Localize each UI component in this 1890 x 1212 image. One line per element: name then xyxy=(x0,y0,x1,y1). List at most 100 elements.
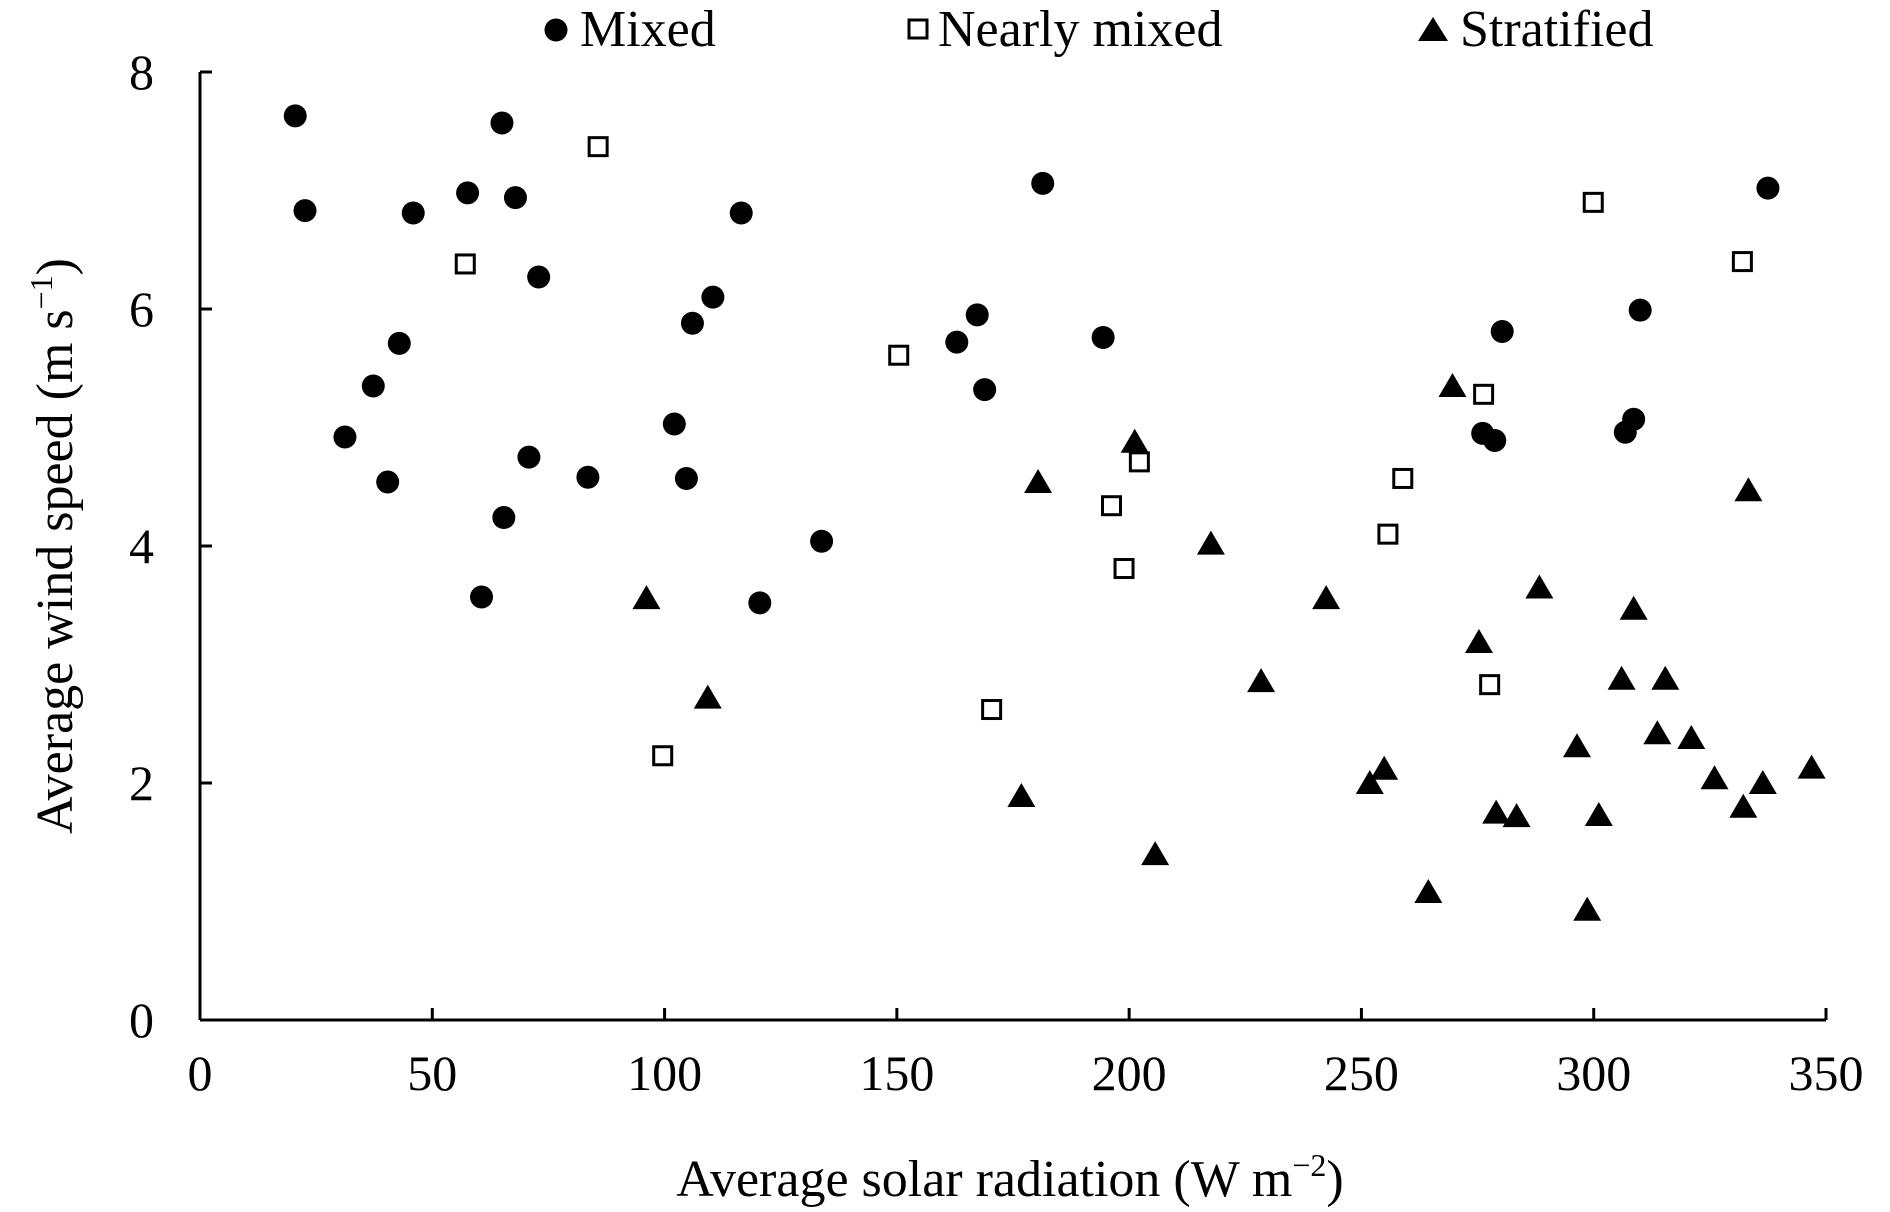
point-stratified xyxy=(1619,595,1648,620)
x-tick-label: 150 xyxy=(859,1045,934,1101)
point-mixed xyxy=(470,585,494,609)
x-tick-label: 350 xyxy=(1789,1045,1864,1101)
point-mixed xyxy=(576,465,600,489)
point-nearly-mixed xyxy=(1128,451,1150,473)
point-stratified xyxy=(1464,628,1493,653)
point-stratified xyxy=(1573,896,1602,921)
legend-marker-mixed xyxy=(544,18,568,42)
point-mixed xyxy=(1756,176,1780,200)
point-mixed xyxy=(527,265,551,289)
x-axis-title-close: ) xyxy=(1326,1151,1343,1208)
point-nearly-mixed xyxy=(1113,558,1135,580)
point-stratified xyxy=(693,684,722,709)
x-tick-label: 300 xyxy=(1556,1045,1631,1101)
y-tick-label: 8 xyxy=(129,44,154,100)
point-mixed xyxy=(333,425,357,449)
y-axis-title-main: Average wind speed (m s xyxy=(27,309,84,834)
point-stratified xyxy=(1482,799,1511,824)
point-stratified xyxy=(1007,783,1036,808)
point-stratified xyxy=(632,585,661,610)
point-stratified xyxy=(1734,477,1763,502)
point-stratified xyxy=(1584,801,1613,826)
point-mixed xyxy=(729,201,753,225)
point-mixed xyxy=(456,181,480,205)
point-nearly-mixed xyxy=(1731,251,1753,273)
point-mixed xyxy=(680,311,704,335)
x-tick-label: 50 xyxy=(407,1045,457,1101)
point-mixed xyxy=(1490,320,1514,344)
y-axis-title: Average wind speed (m s−1) xyxy=(23,258,84,834)
point-nearly-mixed xyxy=(652,745,674,767)
point-mixed xyxy=(810,529,834,553)
y-axis-title-superscript: −1 xyxy=(23,275,59,309)
y-tick-label: 6 xyxy=(129,281,154,337)
point-mixed xyxy=(283,104,307,128)
point-nearly-mixed xyxy=(1377,523,1399,545)
point-stratified xyxy=(1729,793,1758,818)
point-nearly-mixed xyxy=(1479,674,1501,696)
y-tick-label: 2 xyxy=(129,755,154,811)
point-stratified xyxy=(1024,469,1053,494)
point-nearly-mixed xyxy=(888,344,910,366)
legend-item-stratified: Stratified xyxy=(1418,1,1654,58)
data-points xyxy=(283,104,1826,921)
point-stratified xyxy=(1120,428,1149,453)
point-mixed xyxy=(517,445,541,469)
point-stratified xyxy=(1414,879,1443,904)
point-stratified xyxy=(1196,530,1225,555)
point-stratified xyxy=(1562,733,1591,758)
point-stratified xyxy=(1438,373,1467,398)
point-nearly-mixed xyxy=(1582,191,1604,213)
point-nearly-mixed xyxy=(587,136,609,158)
legend-label-mixed: Mixed xyxy=(580,1,716,58)
point-stratified xyxy=(1525,574,1554,599)
point-stratified xyxy=(1502,803,1531,828)
point-stratified xyxy=(1247,668,1276,693)
y-axis-title-close: ) xyxy=(27,258,84,275)
point-mixed xyxy=(662,412,686,436)
x-tick-label: 100 xyxy=(627,1045,702,1101)
point-mixed xyxy=(674,466,698,490)
axes xyxy=(198,72,1826,1022)
point-stratified xyxy=(1355,770,1384,794)
legend-label-stratified: Stratified xyxy=(1460,1,1654,58)
point-stratified xyxy=(1141,841,1170,866)
point-mixed xyxy=(701,285,725,309)
point-stratified xyxy=(1312,585,1341,610)
point-stratified xyxy=(1607,665,1636,690)
point-mixed xyxy=(945,330,969,354)
x-axis-title: Average solar radiation (W m−2) xyxy=(676,1147,1343,1208)
point-mixed xyxy=(361,374,385,398)
legend-item-nearly-mixed: Nearly mixed xyxy=(907,1,1222,58)
y-ticks: 0 2 4 6 8 xyxy=(129,44,212,1048)
x-ticks: 0 50 100 150 200 250 300 350 xyxy=(188,1008,1864,1101)
legend-item-mixed: Mixed xyxy=(544,1,716,58)
point-stratified xyxy=(1677,724,1706,749)
point-stratified xyxy=(1651,665,1680,690)
point-nearly-mixed xyxy=(1392,467,1414,489)
point-mixed xyxy=(376,470,400,494)
point-nearly-mixed xyxy=(1100,495,1122,517)
point-stratified xyxy=(1700,765,1729,790)
point-nearly-mixed xyxy=(1473,383,1495,405)
x-axis-title-main: Average solar radiation (W m xyxy=(676,1151,1292,1208)
x-tick-label: 250 xyxy=(1324,1045,1399,1101)
point-mixed xyxy=(1031,171,1055,195)
point-mixed xyxy=(748,591,772,615)
point-mixed xyxy=(1622,407,1646,431)
legend-marker-stratified xyxy=(1418,17,1448,41)
legend-marker-nearly-mixed xyxy=(907,18,929,40)
point-mixed xyxy=(1091,325,1115,349)
x-axis-title-superscript: −2 xyxy=(1292,1147,1326,1183)
point-nearly-mixed xyxy=(454,253,476,275)
point-mixed xyxy=(492,506,516,530)
y-tick-label: 4 xyxy=(129,518,154,574)
point-mixed xyxy=(1628,298,1652,322)
point-stratified xyxy=(1643,720,1672,745)
point-mixed xyxy=(401,201,425,225)
point-stratified xyxy=(1748,770,1777,794)
point-mixed xyxy=(293,199,317,223)
y-tick-label: 0 xyxy=(129,992,154,1048)
